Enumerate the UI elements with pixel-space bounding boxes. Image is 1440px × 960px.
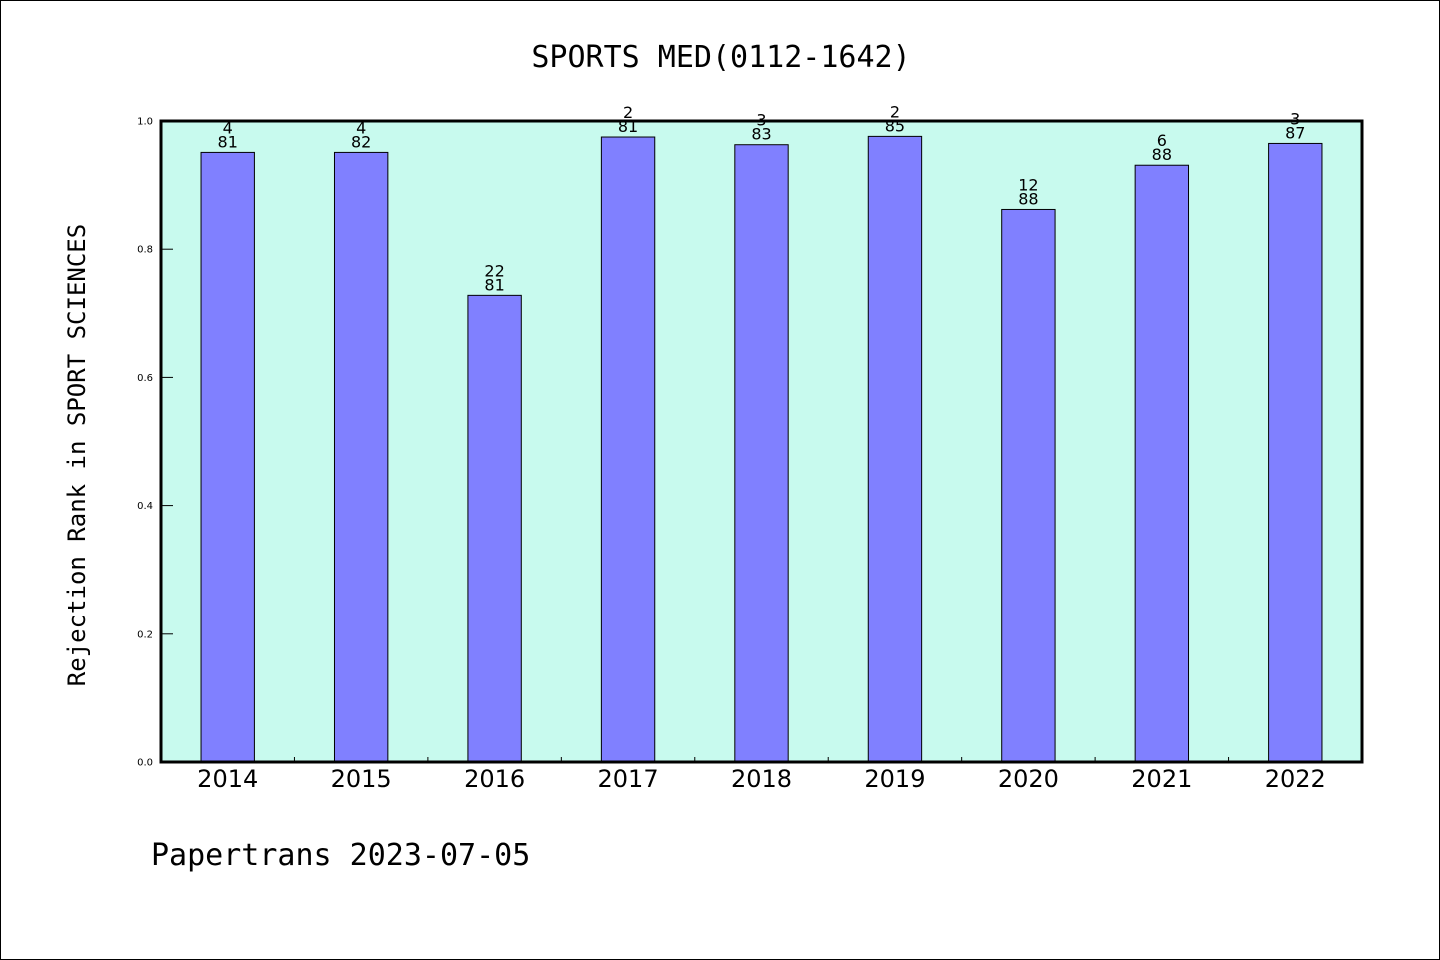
x-tick-label-2019: 2019: [864, 765, 925, 793]
bar-rank-label-2017: 2: [623, 103, 633, 122]
y-tick-label-2: 0.4: [137, 501, 153, 512]
bar-2015: [333, 151, 389, 763]
bar-total-label-2016: 81: [484, 275, 504, 294]
bar-total-label-2018: 83: [751, 125, 771, 144]
bar-rank-label-2015: 4: [356, 118, 366, 137]
x-tick-label-2022: 2022: [1265, 765, 1326, 793]
bar-rank-label-2022: 3: [1290, 109, 1300, 128]
bar-total-label-2019: 85: [885, 116, 905, 135]
bar-total-label-2021: 88: [1152, 145, 1172, 164]
footer-text: Papertrans 2023-07-05: [151, 838, 530, 873]
bar-2021: [1134, 164, 1190, 763]
bar-total-label-2015: 82: [351, 132, 371, 151]
x-tick-label-2021: 2021: [1131, 765, 1192, 793]
bar-2016: [467, 294, 522, 763]
bar-rank-label-2021: 6: [1157, 131, 1167, 150]
bar-rank-label-2016: 22: [484, 261, 504, 280]
bar-2020: [1001, 208, 1056, 763]
x-tick-label-2017: 2017: [598, 765, 659, 793]
x-tick-label-2015: 2015: [331, 765, 392, 793]
bar-rank-label-2019: 2: [890, 102, 900, 121]
bar-2014: [200, 151, 255, 763]
bar-2018: [734, 144, 789, 763]
x-tick-label-2020: 2020: [998, 765, 1059, 793]
x-tick-label-2016: 2016: [464, 765, 525, 793]
y-axis-label: Rejection Rank in SPORT SCIENCES: [63, 224, 91, 686]
bars-group: [200, 135, 1323, 763]
y-tick-label-1: 0.2: [137, 629, 153, 640]
chart-title: SPORTS MED(0112-1642): [531, 40, 910, 75]
bar-total-label-2022: 87: [1285, 123, 1305, 142]
x-tick-label-2018: 2018: [731, 765, 792, 793]
y-tick-label-4: 0.8: [137, 245, 153, 256]
y-tick-label-5: 1.0: [137, 117, 153, 128]
bar-rank-label-2014: 4: [223, 118, 233, 137]
plot-border: [159, 119, 1364, 764]
bar-rank-label-2020: 12: [1018, 175, 1038, 194]
x-axis: 2014 2015 2016 2017 2018 2019 2020 2021 2022: [197, 757, 1326, 793]
x-tick-label-2014: 2014: [197, 765, 258, 793]
y-tick-label-3: 0.6: [137, 373, 153, 384]
bar-total-label-2014: 81: [218, 132, 238, 151]
bar-2017: [600, 136, 656, 763]
bar-2022: [1268, 142, 1323, 763]
bar-total-label-2020: 88: [1018, 189, 1038, 208]
y-tick-label-0: 0.0: [137, 758, 153, 769]
bar-2019: [867, 135, 923, 763]
